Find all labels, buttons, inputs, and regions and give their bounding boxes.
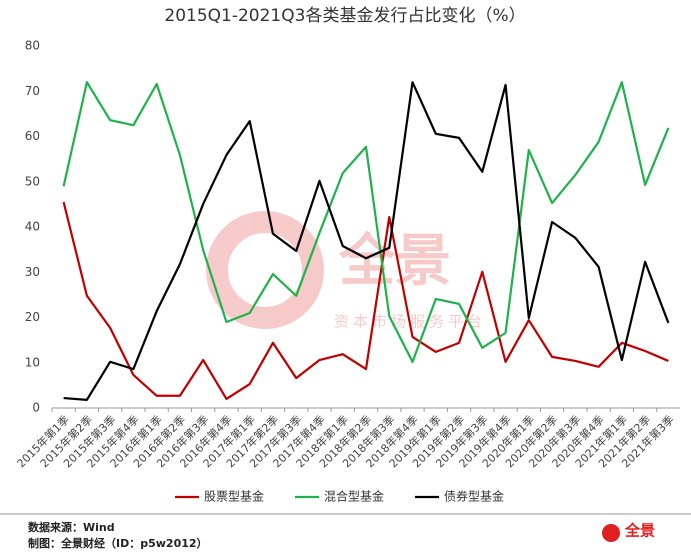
y-tick-label: 40	[25, 220, 40, 234]
legend-label: 股票型基金	[204, 489, 264, 504]
watermark-logo	[206, 211, 324, 329]
y-tick-label: 10	[25, 355, 40, 369]
legend-label: 债券型基金	[444, 489, 504, 504]
series-line	[62, 81, 670, 363]
chart-title: 2015Q1-2021Q3各类基金发行占比变化（%）	[164, 6, 525, 26]
footer-credit: 制图：全景财经（ID：p5w2012）	[28, 536, 208, 550]
y-tick-label: 80	[25, 39, 40, 53]
footer-logo-icon	[602, 524, 620, 542]
watermark: 全景 资本市场服务平台	[206, 211, 486, 331]
y-tick-label: 70	[25, 84, 40, 98]
y-tick-label: 0	[32, 401, 40, 415]
legend-label: 混合型基金	[324, 489, 384, 504]
y-tick-label: 50	[25, 174, 40, 188]
watermark-subtitle: 资本市场服务平台	[334, 313, 486, 331]
series-line	[62, 201, 669, 401]
y-tick-label: 20	[25, 310, 40, 324]
y-tick-label: 60	[25, 129, 40, 143]
series-line	[63, 81, 670, 401]
footer-logo: 全景	[624, 522, 655, 540]
y-tick-label: 30	[25, 265, 40, 279]
footer-source: 数据来源：Wind	[28, 520, 115, 534]
